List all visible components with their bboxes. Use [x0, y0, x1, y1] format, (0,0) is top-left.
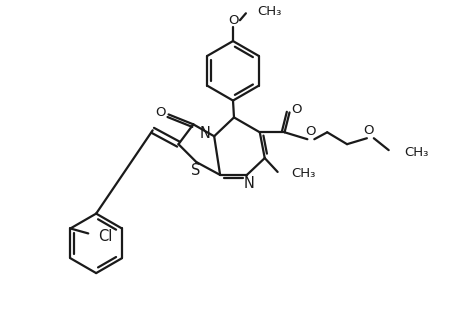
- Text: S: S: [191, 163, 200, 179]
- Text: O: O: [156, 106, 166, 119]
- Text: Cl: Cl: [98, 229, 113, 244]
- Text: O: O: [228, 14, 238, 27]
- Text: O: O: [364, 124, 374, 137]
- Text: CH₃: CH₃: [257, 5, 281, 18]
- Text: O: O: [305, 125, 316, 138]
- Text: CH₃: CH₃: [291, 167, 316, 180]
- Text: N: N: [200, 126, 211, 141]
- Text: N: N: [243, 176, 255, 191]
- Text: CH₃: CH₃: [404, 146, 429, 159]
- Text: O: O: [291, 103, 302, 116]
